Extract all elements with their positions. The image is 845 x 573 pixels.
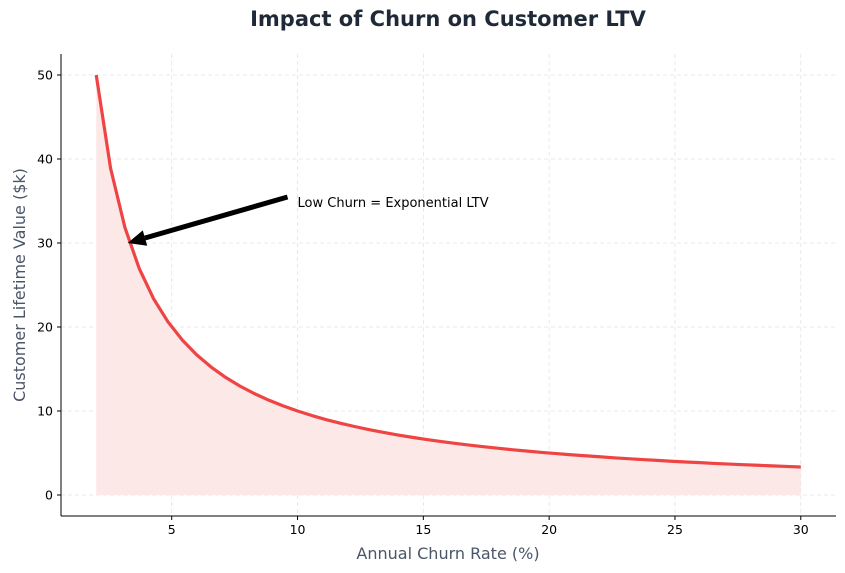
- x-tick-label: 15: [415, 522, 431, 537]
- x-tick-label: 20: [541, 522, 557, 537]
- x-tick-label: 25: [667, 522, 683, 537]
- y-axis-label: Customer Lifetime Value ($k): [10, 168, 29, 402]
- x-tick-label: 10: [290, 522, 306, 537]
- annotation-text: Low Churn = Exponential LTV: [298, 196, 489, 211]
- chart-title: Impact of Churn on Customer LTV: [250, 7, 647, 31]
- y-tick-label: 30: [37, 236, 53, 251]
- x-tick-label: 30: [793, 522, 809, 537]
- x-axis-label: Annual Churn Rate (%): [356, 544, 539, 563]
- y-tick-label: 20: [37, 320, 53, 335]
- y-tick-label: 10: [37, 404, 53, 419]
- y-tick-label: 40: [37, 152, 53, 167]
- ticks: 5 10 15 20 25 30 0 10 20 30 40 50: [37, 68, 809, 538]
- annotation-arrow: [144, 194, 289, 241]
- area-fill: [96, 75, 801, 495]
- y-tick-label: 50: [37, 68, 53, 83]
- x-tick-label: 5: [168, 522, 176, 537]
- annotation-arrow-head: [127, 230, 148, 246]
- annotation: Low Churn = Exponential LTV: [127, 194, 489, 246]
- y-tick-label: 0: [45, 488, 53, 503]
- ltv-series-line: [94, 74, 801, 469]
